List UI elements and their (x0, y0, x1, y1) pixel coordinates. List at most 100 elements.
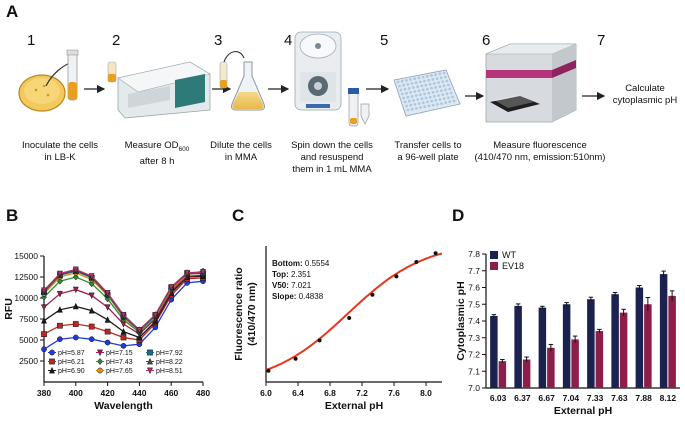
well (414, 94, 418, 97)
x-tick-label: 6.0 (260, 388, 272, 398)
bar-WT (587, 299, 595, 388)
x-tick-label: 6.37 (514, 393, 531, 403)
well (425, 74, 429, 78)
chart-d-cytoplasmic-ph: 7.0 7.1 7.2 7.3 7.4 7.5 7.6 7.7 7.8 Cytoplasmic p… (455, 249, 680, 417)
well (426, 100, 429, 104)
legend-label: pH=6.21 (58, 359, 85, 366)
step-number-4: 4 (284, 32, 293, 49)
well (435, 90, 439, 93)
well (430, 99, 434, 103)
x-tick-label: 7.6 (388, 388, 400, 398)
well (427, 78, 431, 82)
x-tick-label: 6.67 (538, 393, 555, 403)
well (419, 106, 422, 109)
well (431, 78, 435, 81)
flask-icon (219, 51, 265, 111)
bar-EV18 (547, 347, 555, 388)
data-point (120, 334, 127, 341)
x-tick-label: 7.04 (563, 393, 580, 403)
y-axis-title: Fluorescence ratio (233, 267, 245, 360)
bar-WT (611, 294, 619, 388)
legend-label: pH=7.15 (106, 350, 133, 357)
data-point (152, 311, 159, 319)
well (407, 99, 411, 103)
y-tick-label: 7.8 (468, 249, 480, 259)
data-point (104, 304, 111, 311)
legend-swatch (490, 251, 498, 259)
data-point (184, 269, 191, 277)
well (405, 79, 408, 82)
bar-EV18 (644, 304, 652, 388)
data-point (200, 269, 206, 276)
well (438, 72, 442, 76)
well (418, 80, 422, 84)
well (449, 91, 453, 95)
step-caption-2: Measure OD600 after 8 h (124, 140, 190, 167)
well (403, 100, 407, 104)
bar-WT (635, 287, 644, 388)
well (412, 99, 415, 102)
data-point (120, 327, 127, 335)
legend-label: pH=7.92 (156, 350, 183, 357)
bar-WT (538, 307, 547, 388)
well (447, 96, 450, 100)
well (406, 95, 410, 99)
well (426, 87, 429, 91)
data-point (414, 260, 419, 264)
well (424, 96, 428, 100)
data-point (41, 304, 47, 311)
panel-label-c: C (232, 206, 245, 225)
well (448, 100, 452, 104)
data-point (56, 306, 63, 313)
data-point (72, 302, 79, 310)
well (431, 103, 435, 107)
data-point (104, 316, 111, 323)
well (442, 97, 446, 100)
petri-dish-icon (18, 49, 79, 112)
x-tick-label: 6.03 (490, 393, 507, 403)
legend: pH=5.87 pH=6.21 pH=6.90 pH=7.15 pH=7.43 pH=7.… (48, 349, 183, 375)
well (403, 87, 407, 91)
step-number-3: 3 (214, 32, 223, 49)
step-number-2: 2 (112, 32, 121, 49)
well (433, 94, 436, 98)
well (398, 84, 401, 88)
data-point (120, 343, 127, 349)
data-point (88, 323, 95, 330)
data-point (104, 290, 111, 297)
well (444, 75, 447, 79)
data-point (266, 368, 271, 373)
data-point (104, 339, 111, 346)
x-tick-label: 460 (164, 388, 178, 398)
well (434, 98, 438, 102)
data-point (56, 270, 63, 278)
well (427, 104, 431, 108)
well (412, 86, 415, 89)
y-tick-label: 5000 (19, 335, 38, 345)
y-tick-label: 7.2 (468, 350, 480, 360)
workflow-illustration (18, 31, 606, 127)
step-caption-4: Spin down the cells and resuspend them in … (291, 140, 373, 175)
well (396, 80, 400, 84)
well (402, 83, 405, 87)
well (413, 103, 417, 106)
well (399, 88, 403, 92)
x-tick-label: 7.2 (356, 388, 368, 398)
well (445, 79, 449, 83)
legend-label: pH=8.51 (156, 368, 183, 375)
y-tick-label: 7.7 (468, 266, 480, 276)
well (432, 82, 436, 85)
well (442, 84, 446, 88)
fit-param: V50: 7.021 (272, 281, 312, 290)
well (434, 86, 438, 89)
bar-EV18 (498, 361, 507, 388)
y-tick-label: 7.5 (468, 299, 480, 309)
series-pH=7.15 (41, 272, 206, 338)
data-point (72, 321, 79, 327)
legend-label: EV18 (502, 261, 524, 271)
well (444, 88, 447, 92)
centrifuge-icon (294, 31, 370, 127)
legend-label: pH=7.43 (106, 359, 133, 366)
well (417, 102, 421, 105)
well (442, 71, 446, 75)
